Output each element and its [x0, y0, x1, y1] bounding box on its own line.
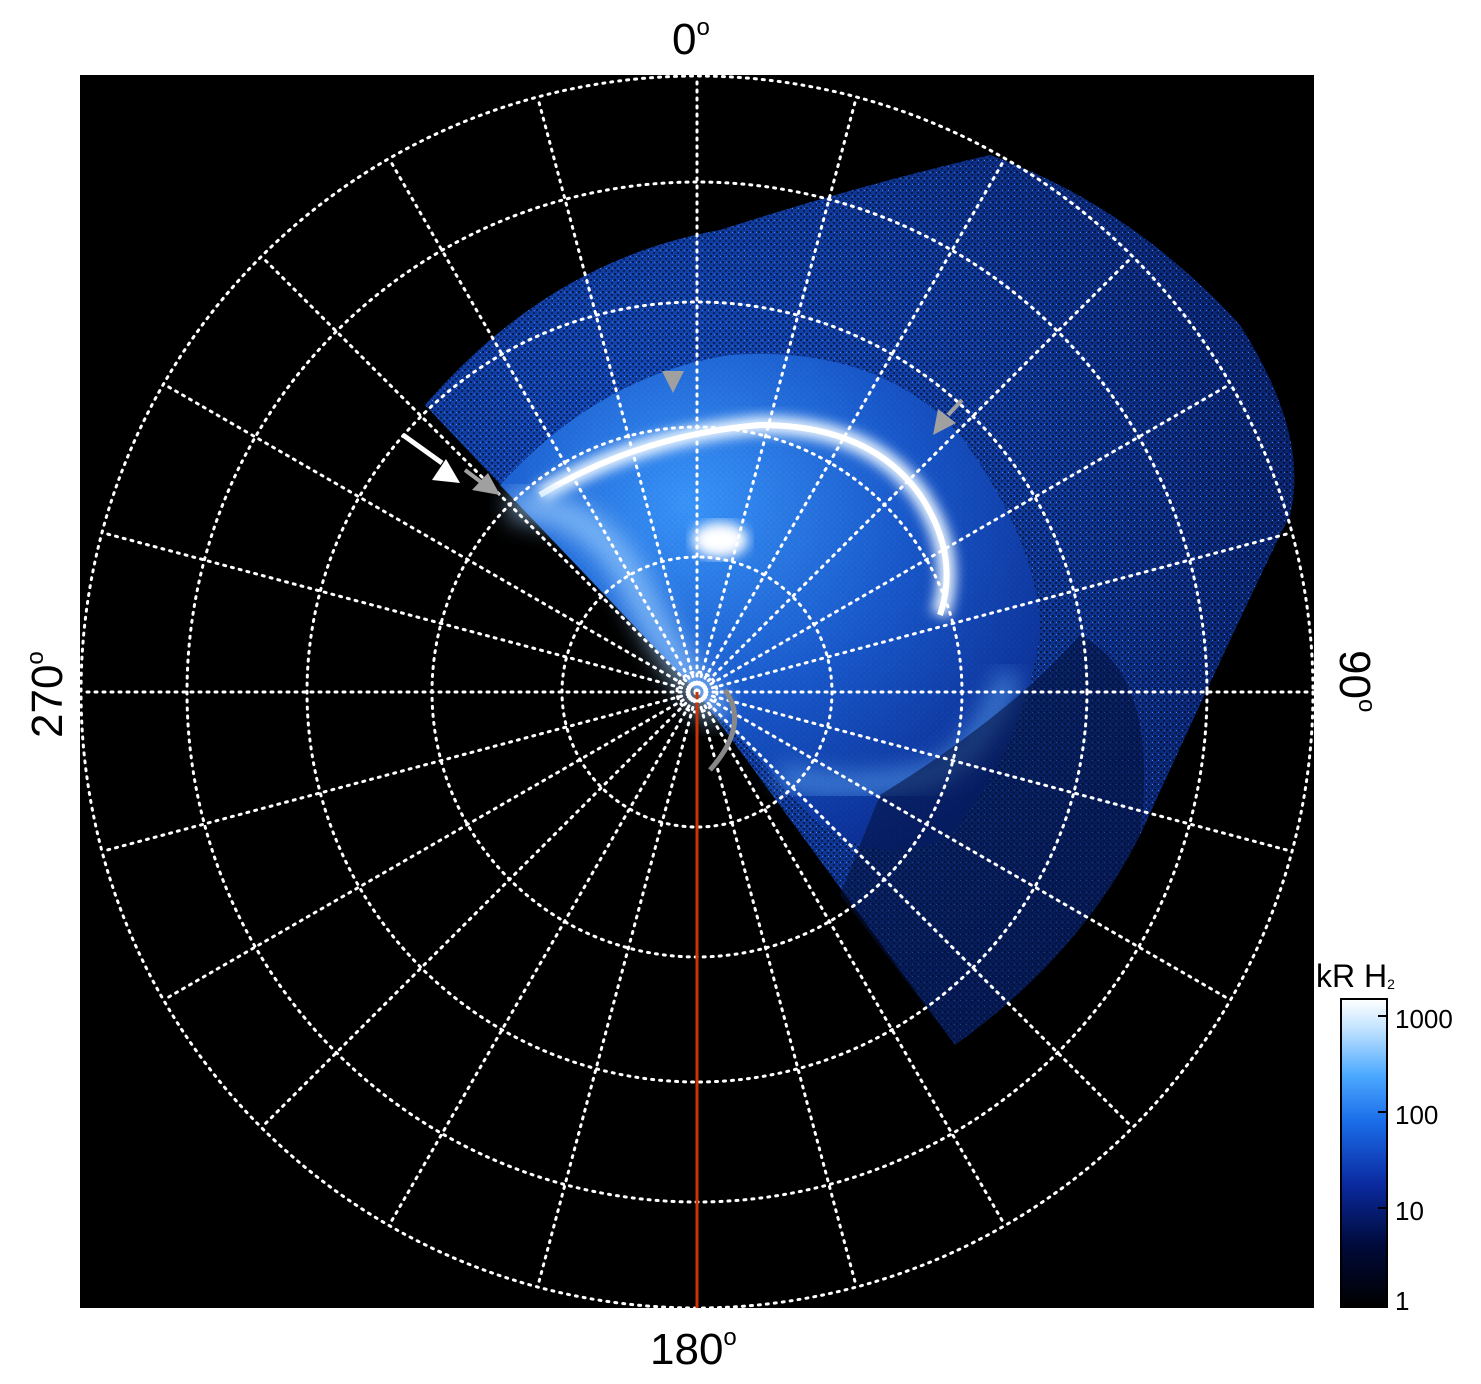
pole-marker: [686, 681, 708, 703]
longitude-line: [259, 254, 699, 694]
longitude-line: [162, 690, 699, 1002]
longitude-line: [695, 690, 1232, 1002]
azimuth-label-0: 0o: [672, 14, 710, 64]
azimuth-label-90: 90o: [1330, 650, 1380, 713]
longitude-line: [695, 690, 1135, 1130]
longitude-line: [695, 157, 1007, 694]
arrow-gray-west: [463, 468, 500, 495]
longitude-line: [695, 254, 1135, 694]
longitude-line: [387, 157, 699, 694]
arrow-white: [401, 432, 460, 483]
colorbar-tick-10: 10: [1395, 1196, 1424, 1226]
azimuth-label-270: 270o: [22, 651, 72, 738]
longitude-line: [536, 95, 699, 694]
colorbar-title: kR H2: [1316, 958, 1395, 994]
longitude-line: [695, 95, 858, 694]
arrow-gray-east: [933, 398, 964, 435]
latitude-circle: [80, 75, 1314, 1308]
longitude-line: [695, 690, 1294, 853]
longitude-line: [695, 382, 1232, 694]
arrow-gray-north: [662, 371, 684, 393]
colorbar: [1340, 998, 1388, 1308]
polar-auroral-image: [80, 75, 1314, 1308]
colorbar-tick-1: 1: [1395, 1286, 1410, 1316]
longitude-line: [162, 382, 699, 694]
azimuth-label-180: 180o: [650, 1324, 737, 1374]
longitude-line: [695, 690, 1007, 1227]
longitude-line: [100, 690, 699, 853]
gray-arc-marker: [708, 688, 738, 772]
longitude-line: [536, 690, 699, 1289]
colorbar-tick-100: 100: [1395, 1100, 1439, 1130]
longitude-lines: [80, 75, 1314, 1308]
colorbar-tick-1000: 1000: [1395, 1004, 1453, 1034]
longitude-line: [695, 690, 858, 1289]
latitude-circle: [305, 300, 1089, 1084]
longitude-line: [259, 690, 699, 1130]
longitude-line: [100, 531, 699, 694]
longitude-line: [387, 690, 699, 1227]
longitude-line: [695, 531, 1294, 694]
